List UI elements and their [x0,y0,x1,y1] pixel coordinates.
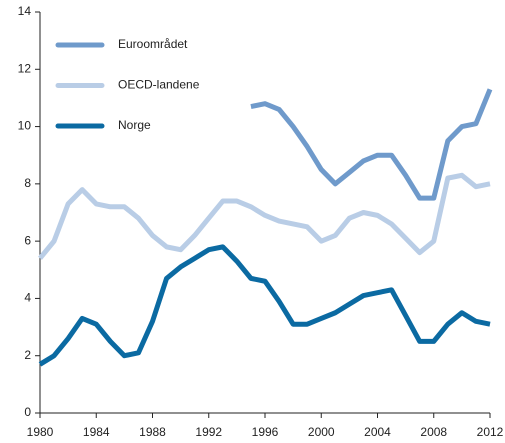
y-tick-label: 12 [18,61,32,75]
series-line [38,244,491,367]
x-tick-label: 2012 [477,425,504,439]
x-tick-label: 1988 [139,425,166,439]
series-line [250,88,493,201]
y-tick-label: 10 [18,119,32,133]
x-tick-label: 1992 [195,425,222,439]
x-tick-label: 2004 [364,425,391,439]
x-tick-label: 1996 [252,425,279,439]
x-tick-label: 2008 [420,425,447,439]
x-tick-label: 1980 [27,425,54,439]
x-tick-label: 2000 [308,425,335,439]
y-tick-label: 6 [24,233,31,247]
y-tick-label: 0 [24,405,31,419]
x-tick-label: 1984 [83,425,110,439]
series-line [38,172,491,260]
y-tick-label: 8 [24,176,31,190]
y-tick-label: 14 [18,4,32,18]
y-tick-label: 4 [24,291,31,305]
y-tick-label: 2 [24,348,31,362]
legend-label: OECD-landene [118,78,200,92]
legend-label: Euroområdet [118,37,188,51]
legend-label: Norge [118,118,151,132]
